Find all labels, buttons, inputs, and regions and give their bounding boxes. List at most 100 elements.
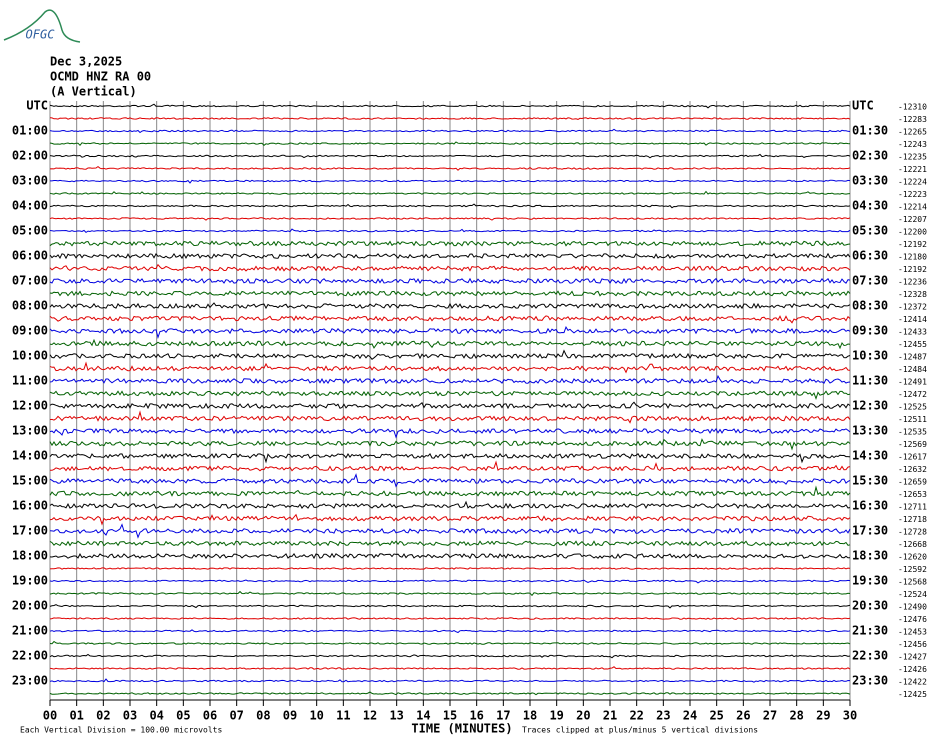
traces (49, 103, 851, 696)
x-tick-label: 21 (603, 709, 617, 723)
x-tick-label: 23 (656, 709, 670, 723)
left-time-label: 11:00 (12, 374, 48, 388)
trace (49, 141, 851, 147)
trace-offset-label: -12592 (898, 565, 927, 574)
trace-offset-label: -12659 (898, 478, 927, 487)
x-tick-label: 15 (443, 709, 457, 723)
trace (49, 325, 851, 340)
left-time-label: 05:00 (12, 224, 48, 238)
labels: 00 01 02 03 04 05 06 07 08 09 10 11 12 13 14 15 16 17 18 19… (12, 99, 927, 723)
trace-offset-label: -12617 (898, 453, 927, 462)
trace-offset-label: -12221 (898, 165, 927, 174)
left-time-label: 16:00 (12, 499, 48, 513)
trace-offset-label: -12224 (898, 178, 927, 187)
trace-offset-label: -12524 (898, 590, 927, 599)
clip-note: Traces clipped at plus/minus 5 vertical … (522, 726, 758, 735)
trace-offset-label: -12236 (898, 278, 927, 287)
trace (49, 361, 851, 374)
trace (49, 190, 851, 195)
trace-offset-label: -12425 (898, 690, 927, 699)
x-tick-label: 13 (389, 709, 403, 723)
right-time-label: 18:30 (852, 549, 888, 563)
scale-note: Each Vertical Division = 100.00 microvol… (20, 726, 222, 735)
trace-offset-label: -12426 (898, 665, 927, 674)
left-time-label: 01:00 (12, 124, 48, 138)
right-time-label: 14:30 (852, 449, 888, 463)
trace-offset-label: -12491 (898, 378, 927, 387)
station: OCMD HNZ RA 00 (50, 70, 151, 84)
x-tick-label: 14 (416, 709, 430, 723)
trace (49, 617, 851, 621)
trace-offset-label: -12535 (898, 428, 927, 437)
left-time-label: 18:00 (12, 549, 48, 563)
x-tick-label: 30 (843, 709, 857, 723)
trace (49, 390, 851, 401)
left-time-label: 03:00 (12, 174, 48, 188)
right-time-label: 01:30 (852, 124, 888, 138)
trace-offset-label: -12653 (898, 490, 927, 499)
right-time-label: 22:30 (852, 649, 888, 663)
x-tick-label: 07 (229, 709, 243, 723)
right-time-label: 17:30 (852, 524, 888, 538)
trace (49, 252, 851, 260)
trace-offset-label: -12728 (898, 528, 927, 537)
right-time-label: 07:30 (852, 274, 888, 288)
x-tick-label: 08 (256, 709, 270, 723)
x-tick-label: 16 (469, 709, 483, 723)
right-time-label: 10:30 (852, 349, 888, 363)
trace (49, 666, 851, 670)
trace (49, 629, 851, 634)
trace (49, 302, 851, 310)
x-tick-label: 22 (629, 709, 643, 723)
trace (49, 552, 850, 560)
trace (50, 179, 851, 184)
x-tick-label: 01 (69, 709, 83, 723)
trace-offset-label: -12283 (898, 115, 927, 124)
trace (49, 653, 851, 659)
trace-offset-label: -12200 (898, 228, 927, 237)
right-time-label: 09:30 (852, 324, 888, 338)
trace (49, 263, 851, 272)
left-time-label: 22:00 (12, 649, 48, 663)
trace-offset-label: -12490 (898, 603, 927, 612)
trace-offset-label: -12422 (898, 678, 927, 687)
trace (49, 410, 851, 424)
trace-offset-label: -12414 (898, 315, 927, 324)
trace-offset-label: -12214 (898, 203, 927, 212)
trace-offset-label: -12223 (898, 190, 927, 199)
trace-offset-label: -12453 (898, 628, 927, 637)
x-tick-label: 06 (203, 709, 217, 723)
x-tick-label: 00 (43, 709, 57, 723)
trace-offset-label: -12372 (898, 303, 927, 312)
right-time-label: 21:30 (852, 624, 888, 638)
trace-offset-label: -12235 (898, 153, 927, 162)
trace-offset-label: -12192 (898, 265, 927, 274)
trace (49, 604, 851, 609)
right-time-label: UTC (852, 99, 874, 113)
trace (49, 374, 851, 385)
trace (49, 691, 851, 696)
x-tick-label: 02 (96, 709, 110, 723)
trace (49, 473, 851, 488)
x-tick-label: 04 (149, 709, 163, 723)
right-time-label: 13:30 (852, 424, 888, 438)
x-tick-label: 17 (496, 709, 510, 723)
right-time-label: 02:30 (852, 149, 888, 163)
date: Dec 3,2025 (50, 55, 122, 69)
trace (49, 590, 851, 597)
x-tick-label: 27 (763, 709, 777, 723)
x-tick-label: 03 (123, 709, 137, 723)
right-time-label: 19:30 (852, 574, 888, 588)
left-time-label: 07:00 (12, 274, 48, 288)
trace-offset-label: -12456 (898, 640, 927, 649)
trace-offset-label: -12620 (898, 553, 927, 562)
trace (49, 338, 851, 350)
x-tick-label: 26 (736, 709, 750, 723)
trace (49, 640, 851, 645)
trace (49, 128, 851, 134)
grid (49, 101, 851, 700)
trace-offset-label: -12243 (898, 140, 927, 149)
trace-offset-label: -12476 (898, 615, 927, 624)
logo-text: OFGC (26, 28, 56, 42)
trace (49, 153, 851, 159)
